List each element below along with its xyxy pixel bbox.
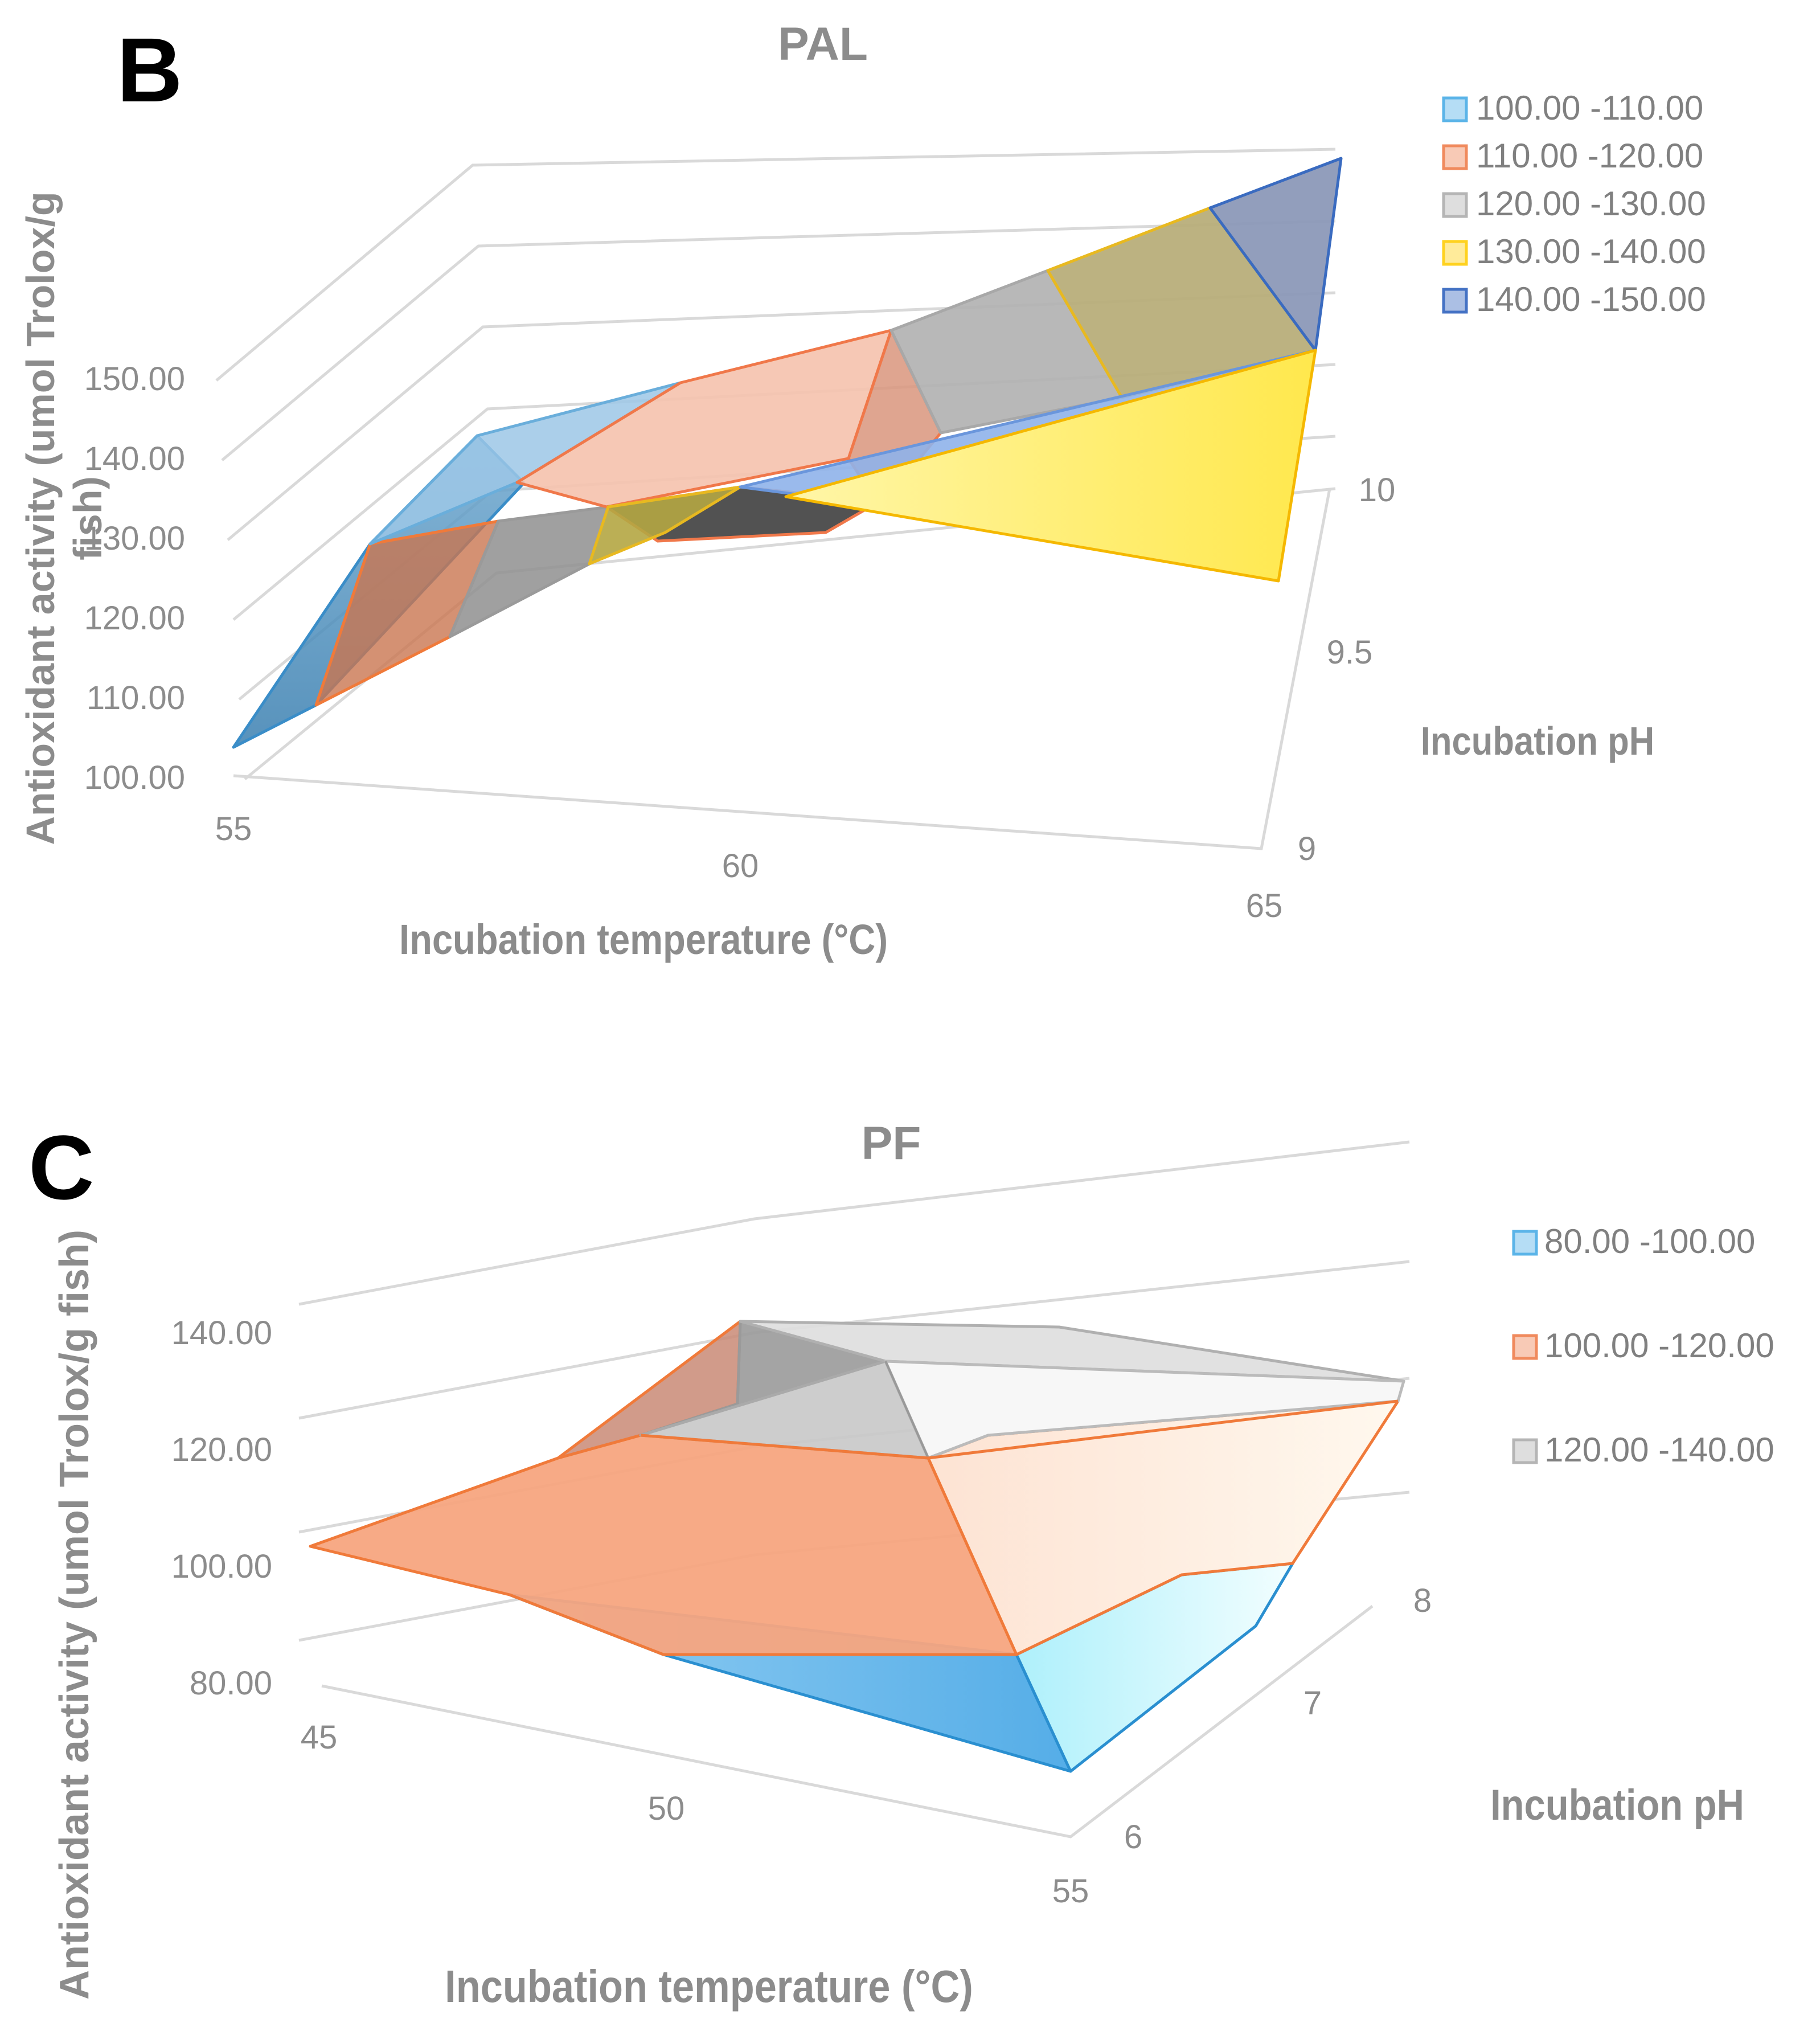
panel-b-facet-yellow <box>784 349 1317 583</box>
panel-b-gridline <box>215 148 1336 382</box>
panel-c-legend-label: 120.00 -140.00 <box>1544 1431 1774 1469</box>
panel-b-y-axis-title: Antioxidant activity (umol Trolox/g <box>18 191 63 845</box>
panel-b-letter: B <box>117 19 183 121</box>
panel-c-value-tick: 120.00 <box>171 1431 272 1468</box>
panel-c-ph-tick: 7 <box>1303 1685 1322 1722</box>
panel-b-ph-tick: 10 <box>1359 472 1396 509</box>
panel-c-temperature-tick: 55 <box>1052 1873 1089 1910</box>
panel-b-legend-label: 110.00 -120.00 <box>1476 137 1703 175</box>
panel-b-legend-swatch <box>1442 240 1468 266</box>
panel-b-value-tick: 130.00 <box>84 520 185 557</box>
panel-c-x-axis-title: Incubation temperature (°C) <box>445 1961 973 2012</box>
panel-b-legend-label: 140.00 -150.00 <box>1476 280 1706 318</box>
panel-b-ph-tick: 9 <box>1298 830 1316 867</box>
panel-c-title: PF <box>862 1117 921 1169</box>
panel-c-letter: C <box>28 1116 95 1218</box>
panel-b-surface <box>232 157 1343 749</box>
panel-c-ridge-line <box>640 1399 1399 1460</box>
panel-b-value-tick: 150.00 <box>84 361 185 398</box>
panel-c-value-tick: 140.00 <box>171 1315 272 1352</box>
panel-b-ph-ticks: 9 9.5 10 <box>1298 472 1395 867</box>
panel-c-ph-ticks: 6 7 8 <box>1124 1582 1432 1856</box>
panel-c-gridline <box>298 1140 1410 1306</box>
panel-b-floor <box>233 488 1331 850</box>
panel-b-chart: B PAL 100.00 110.00 120.00 130.00 140.00 150.… <box>18 18 1706 963</box>
panel-b-legend-swatch <box>1442 288 1468 314</box>
panel-c-legend-swatch <box>1512 1334 1538 1360</box>
panel-c-y-axis-title: Antioxidant activity (umol Trolox/g fish… <box>52 1230 97 2000</box>
panel-b-legend-swatch <box>1442 192 1468 218</box>
panel-b-ph-axis-title: Incubation pH <box>1421 718 1655 763</box>
panel-b-legend-label: 100.00 -110.00 <box>1476 89 1703 127</box>
panel-b-y-axis-title-line2: fish) <box>65 476 110 560</box>
panel-c-legend-swatch <box>1512 1438 1538 1464</box>
panel-b-temperature-ticks: 55 60 65 <box>215 810 1283 924</box>
panel-b-legend: 100.00 -110.00 110.00 -120.00 120.00 -130.… <box>1442 89 1706 318</box>
panel-c-legend-swatch <box>1512 1230 1538 1256</box>
panel-b-gridline <box>221 219 1336 461</box>
panel-b-temperature-tick: 55 <box>215 810 252 847</box>
panel-b-x-axis-title: Incubation temperature (°C) <box>399 916 888 963</box>
panel-b-facet-navy-peak <box>1208 157 1343 352</box>
panel-b-value-tick: 110.00 <box>87 679 185 716</box>
panel-c-legend-label: 100.00 -120.00 <box>1544 1326 1774 1365</box>
panel-b-legend-swatch <box>1442 96 1468 122</box>
panel-c-value-ticks: 80.00 100.00 120.00 140.00 <box>171 1315 272 1702</box>
panel-c-legend-label: 80.00 -100.00 <box>1544 1222 1755 1260</box>
panel-c-value-tick: 100.00 <box>171 1548 272 1585</box>
panel-c-surface <box>309 1320 1405 1773</box>
panel-b-legend-swatch <box>1442 144 1468 170</box>
panel-b-ph-tick: 9.5 <box>1327 634 1373 671</box>
panel-c-ph-tick: 6 <box>1124 1819 1142 1856</box>
panel-b-legend-label: 120.00 -130.00 <box>1476 185 1706 223</box>
panel-c-legend: 80.00 -100.00 100.00 -120.00 120.00 -140.0… <box>1512 1222 1774 1469</box>
panel-b-temperature-tick: 65 <box>1246 887 1283 924</box>
panel-b-value-tick: 100.00 <box>84 759 185 796</box>
panel-b-value-tick: 140.00 <box>84 440 185 477</box>
panel-c-floor <box>321 1605 1374 1839</box>
panel-c-facet-orange-main <box>309 1434 1018 1656</box>
panel-b-title: PAL <box>778 18 868 70</box>
panel-b-value-ticks: 100.00 110.00 120.00 130.00 140.00 150.00 <box>84 361 185 796</box>
panel-c-ph-tick: 8 <box>1413 1582 1432 1619</box>
panel-b-temperature-tick: 60 <box>722 847 759 885</box>
panel-c-temperature-tick: 50 <box>648 1790 685 1827</box>
panel-c-ridge-line <box>884 1361 929 1459</box>
panel-c-temperature-tick: 45 <box>301 1719 338 1756</box>
panel-b-legend-label: 130.00 -140.00 <box>1476 232 1706 271</box>
panel-c-value-tick: 80.00 <box>190 1665 272 1702</box>
panel-b-value-tick: 120.00 <box>84 600 185 637</box>
panel-c-temperature-ticks: 45 50 55 <box>301 1719 1089 1910</box>
panel-c-ph-axis-title: Incubation pH <box>1490 1781 1744 1829</box>
